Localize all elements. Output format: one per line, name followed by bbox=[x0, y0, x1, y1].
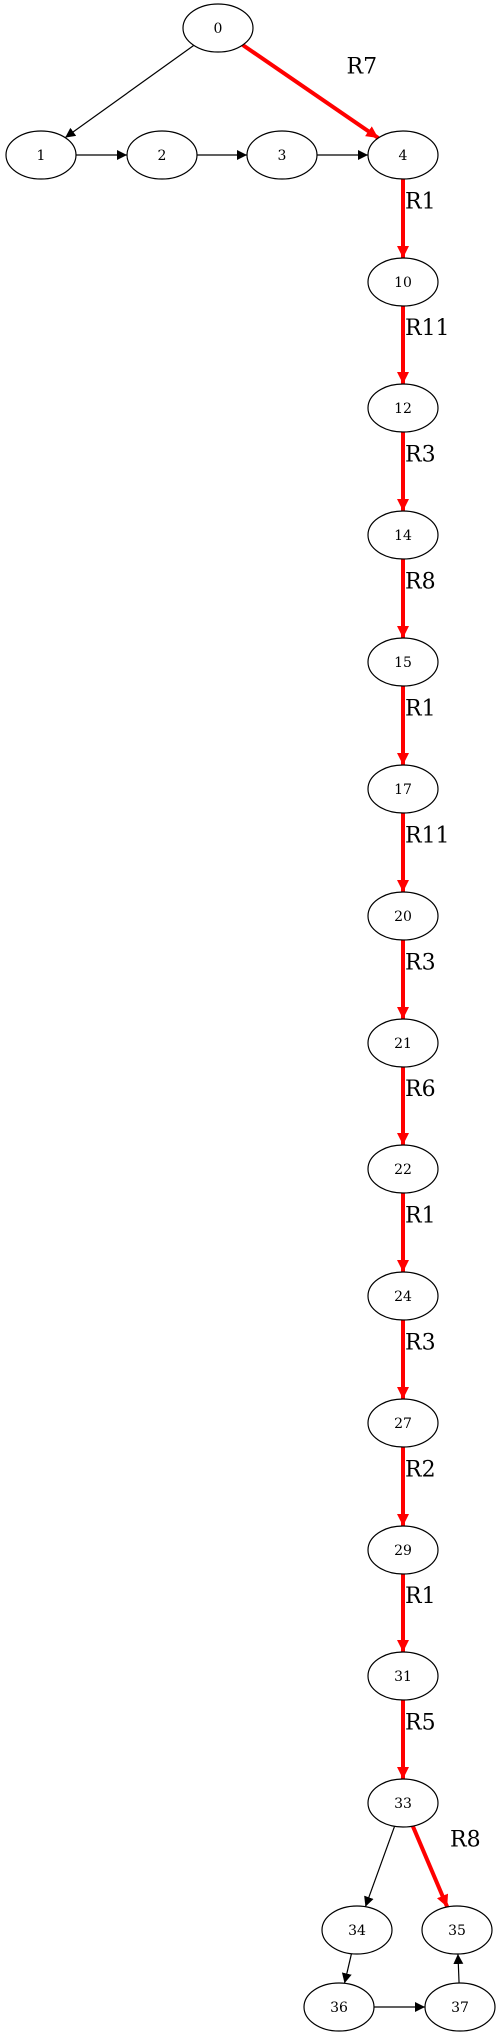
node-ellipse bbox=[367, 637, 439, 687]
edge-label-14-15: R8 bbox=[405, 570, 436, 595]
node-ellipse bbox=[246, 130, 318, 180]
node-17[interactable]: 17 bbox=[367, 764, 439, 814]
edge-37-35 bbox=[453, 1953, 464, 1984]
node-ellipse bbox=[367, 1018, 439, 1068]
node-ellipse bbox=[367, 1144, 439, 1194]
node-ellipse bbox=[5, 130, 77, 180]
node-label: 31 bbox=[394, 1669, 412, 1685]
node-35[interactable]: 35 bbox=[421, 1905, 493, 1955]
node-4[interactable]: 4 bbox=[367, 130, 439, 180]
edge-label-21-22: R6 bbox=[405, 1077, 436, 1102]
edge-label-27-29: R2 bbox=[405, 1458, 436, 1483]
node-15[interactable]: 15 bbox=[367, 637, 439, 687]
node-label: 4 bbox=[399, 148, 408, 164]
node-label: 17 bbox=[394, 782, 412, 798]
node-label: 0 bbox=[214, 21, 223, 37]
node-36[interactable]: 36 bbox=[303, 1982, 375, 2032]
node-ellipse bbox=[367, 130, 439, 180]
node-label: 2 bbox=[158, 148, 167, 164]
node-ellipse bbox=[367, 1651, 439, 1701]
node-ellipse bbox=[367, 1525, 439, 1575]
edge-label-17-20: R11 bbox=[405, 824, 450, 849]
edge-label-10-12: R11 bbox=[405, 316, 450, 341]
edge-label-12-14: R3 bbox=[405, 443, 436, 468]
node-ellipse bbox=[424, 1982, 496, 2032]
edge-label-29-31: R1 bbox=[405, 1584, 436, 1609]
node-37[interactable]: 37 bbox=[424, 1982, 496, 2032]
node-label: 14 bbox=[394, 528, 412, 544]
edge-label-31-33: R5 bbox=[405, 1711, 436, 1736]
node-0[interactable]: 0 bbox=[182, 3, 254, 53]
node-ellipse bbox=[367, 510, 439, 560]
node-ellipse bbox=[321, 1905, 393, 1955]
node-label: 1 bbox=[37, 148, 46, 164]
node-label: 27 bbox=[394, 1416, 412, 1432]
edge-33-35 bbox=[410, 1825, 450, 1908]
node-label: 12 bbox=[394, 401, 412, 417]
node-ellipse bbox=[367, 764, 439, 814]
node-31[interactable]: 31 bbox=[367, 1651, 439, 1701]
edges-layer: R7 R1 R11 R3 R8 R1 R11 R3 R6 R1 R3 R2 R1 R5 R8 bbox=[64, 43, 481, 2012]
node-27[interactable]: 27 bbox=[367, 1398, 439, 1448]
node-21[interactable]: 21 bbox=[367, 1018, 439, 1068]
node-1[interactable]: 1 bbox=[5, 130, 77, 180]
edge-34-36 bbox=[341, 1953, 353, 1984]
node-label: 37 bbox=[451, 2000, 469, 2016]
edge-label-22-24: R1 bbox=[405, 1204, 436, 1229]
edge-0-4 bbox=[241, 43, 380, 140]
node-ellipse bbox=[367, 891, 439, 941]
node-20[interactable]: 20 bbox=[367, 891, 439, 941]
node-label: 15 bbox=[394, 655, 412, 671]
node-ellipse bbox=[367, 257, 439, 307]
node-label: 29 bbox=[394, 1543, 412, 1559]
node-label: 10 bbox=[394, 275, 412, 291]
node-ellipse bbox=[367, 1271, 439, 1321]
node-14[interactable]: 14 bbox=[367, 510, 439, 560]
edge-33-34 bbox=[364, 1826, 396, 1907]
edge-label-0-4: R7 bbox=[347, 55, 378, 80]
node-29[interactable]: 29 bbox=[367, 1525, 439, 1575]
node-24[interactable]: 24 bbox=[367, 1271, 439, 1321]
node-label: 33 bbox=[394, 1796, 412, 1812]
node-label: 3 bbox=[278, 148, 287, 164]
node-ellipse bbox=[367, 383, 439, 433]
node-label: 35 bbox=[448, 1923, 466, 1939]
node-34[interactable]: 34 bbox=[321, 1905, 393, 1955]
edge-label-4-10: R1 bbox=[405, 190, 436, 215]
node-label: 21 bbox=[394, 1036, 412, 1052]
edge-0-1 bbox=[64, 44, 195, 139]
node-label: 22 bbox=[394, 1162, 412, 1178]
edge-label-33-35: R8 bbox=[450, 1828, 481, 1853]
node-10[interactable]: 10 bbox=[367, 257, 439, 307]
node-22[interactable]: 22 bbox=[367, 1144, 439, 1194]
node-label: 20 bbox=[394, 909, 412, 925]
node-2[interactable]: 2 bbox=[126, 130, 198, 180]
node-label: 36 bbox=[330, 2000, 348, 2016]
node-ellipse bbox=[303, 1982, 375, 2032]
node-3[interactable]: 3 bbox=[246, 130, 318, 180]
node-label: 34 bbox=[348, 1923, 366, 1939]
node-ellipse bbox=[126, 130, 198, 180]
edge-label-24-27: R3 bbox=[405, 1331, 436, 1356]
node-ellipse bbox=[182, 3, 254, 53]
node-12[interactable]: 12 bbox=[367, 383, 439, 433]
edge-label-15-17: R1 bbox=[405, 697, 436, 722]
node-ellipse bbox=[421, 1905, 493, 1955]
node-label: 24 bbox=[394, 1289, 412, 1305]
node-33[interactable]: 33 bbox=[367, 1778, 439, 1828]
node-ellipse bbox=[367, 1398, 439, 1448]
edge-label-20-21: R3 bbox=[405, 951, 436, 976]
node-ellipse bbox=[367, 1778, 439, 1828]
